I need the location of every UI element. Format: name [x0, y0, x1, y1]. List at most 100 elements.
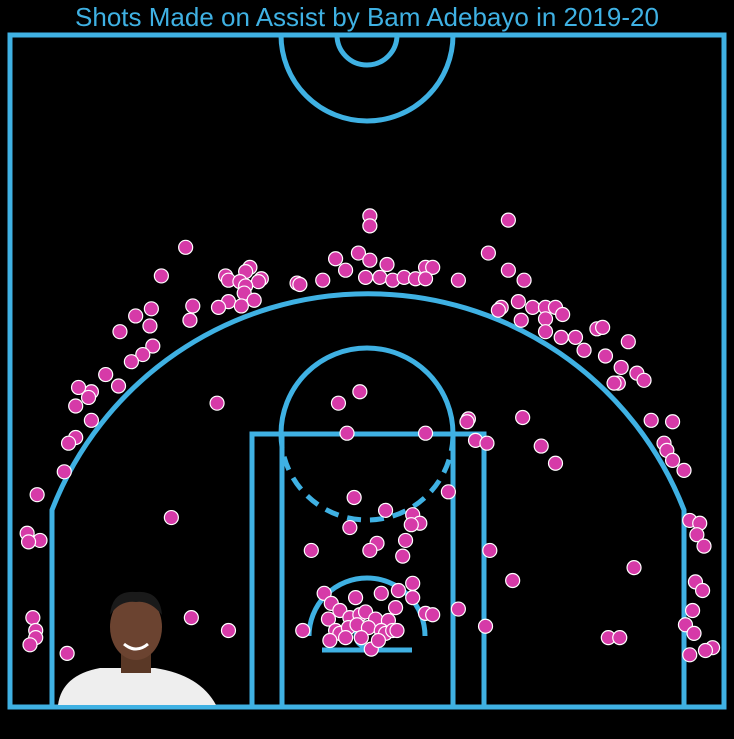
shot-point [553, 329, 569, 345]
shot-point [547, 455, 564, 471]
shot-point [315, 272, 331, 288]
shot-point [533, 438, 549, 454]
shot-point [373, 585, 389, 601]
points [19, 208, 721, 663]
shot-point [350, 245, 367, 261]
shot-point [59, 645, 75, 661]
shot-point [480, 245, 496, 261]
shot-point [178, 239, 194, 255]
shot-point [689, 527, 705, 543]
shot-point [112, 324, 128, 340]
shot-point [233, 298, 249, 314]
shot-point [459, 414, 475, 430]
shot-point [209, 395, 225, 411]
shot-point [440, 484, 456, 500]
shot-point [250, 274, 267, 290]
shot-point [612, 630, 628, 646]
shot-point [342, 519, 358, 536]
shot-point [516, 272, 532, 288]
shot-point [83, 412, 99, 428]
shot-point [110, 378, 127, 394]
shot-point [163, 509, 179, 526]
shot-point [537, 324, 554, 340]
shot-point [500, 262, 516, 278]
shot-point [22, 637, 38, 653]
shot-point [405, 590, 421, 606]
shot-point [68, 398, 84, 414]
shot-point [292, 276, 308, 293]
shot-point [696, 538, 712, 554]
shot-point [29, 487, 45, 503]
shot-point [636, 372, 652, 388]
shot-point [98, 366, 114, 383]
shot-point [322, 632, 338, 649]
shot-point [295, 622, 311, 639]
shot-point [330, 395, 347, 411]
shot-point [597, 348, 614, 364]
shot-point [346, 489, 362, 506]
shot-point [153, 268, 169, 284]
shot-point [490, 302, 506, 318]
shot-point [347, 590, 364, 606]
shot-point [697, 642, 714, 659]
shot-point [183, 610, 199, 626]
shot-point [403, 517, 419, 533]
shot-point [417, 425, 434, 441]
shot-point [60, 435, 77, 451]
shot-point [676, 462, 692, 478]
shot-point [513, 312, 529, 328]
shot-point [537, 311, 554, 327]
shot-point [510, 294, 526, 310]
shot-point [515, 409, 531, 426]
shot-point [664, 452, 681, 468]
shot-point [372, 269, 388, 285]
shot-point [185, 298, 201, 314]
shot-point [626, 559, 642, 576]
shot-point [664, 414, 681, 430]
shot-point [246, 292, 262, 308]
shot-point [370, 632, 387, 649]
shot-point [303, 542, 319, 559]
shot-point [694, 582, 711, 599]
shot-point [123, 354, 139, 370]
shot-point [576, 342, 592, 358]
shot-point [337, 262, 354, 278]
shot-point [390, 582, 407, 599]
shot-point [352, 384, 368, 400]
shot-point [387, 600, 404, 616]
shot-point [643, 412, 659, 428]
shot-point [389, 622, 405, 639]
shot-point [606, 375, 622, 391]
shot-point [450, 601, 466, 617]
shot-point [128, 308, 144, 324]
shot-point [395, 548, 411, 564]
shot-point [684, 602, 701, 619]
shot-point [357, 269, 374, 285]
shot-point [479, 435, 495, 451]
shot-point [682, 647, 698, 663]
shot-point [620, 334, 636, 350]
shot-point [505, 572, 521, 589]
shot-point [362, 542, 378, 559]
shot-point [337, 630, 354, 646]
shot-point [362, 252, 378, 268]
shot-point [25, 610, 41, 626]
shot-point [500, 212, 516, 228]
shot-point [425, 259, 441, 275]
shot-point [143, 301, 159, 317]
shot-point [567, 329, 584, 345]
shot-point [477, 618, 494, 634]
shot-point [482, 542, 498, 559]
shot-point [56, 464, 72, 480]
shot-point [397, 532, 414, 549]
player-photo [58, 591, 216, 705]
shot-point [135, 346, 151, 363]
shot-point [142, 318, 158, 334]
shot-point [327, 251, 344, 267]
shot-point [425, 607, 441, 623]
shot-point [339, 425, 355, 441]
shot-point [450, 272, 466, 288]
shot-point [377, 502, 394, 519]
shot-point [405, 575, 421, 591]
shot-point [220, 622, 237, 639]
